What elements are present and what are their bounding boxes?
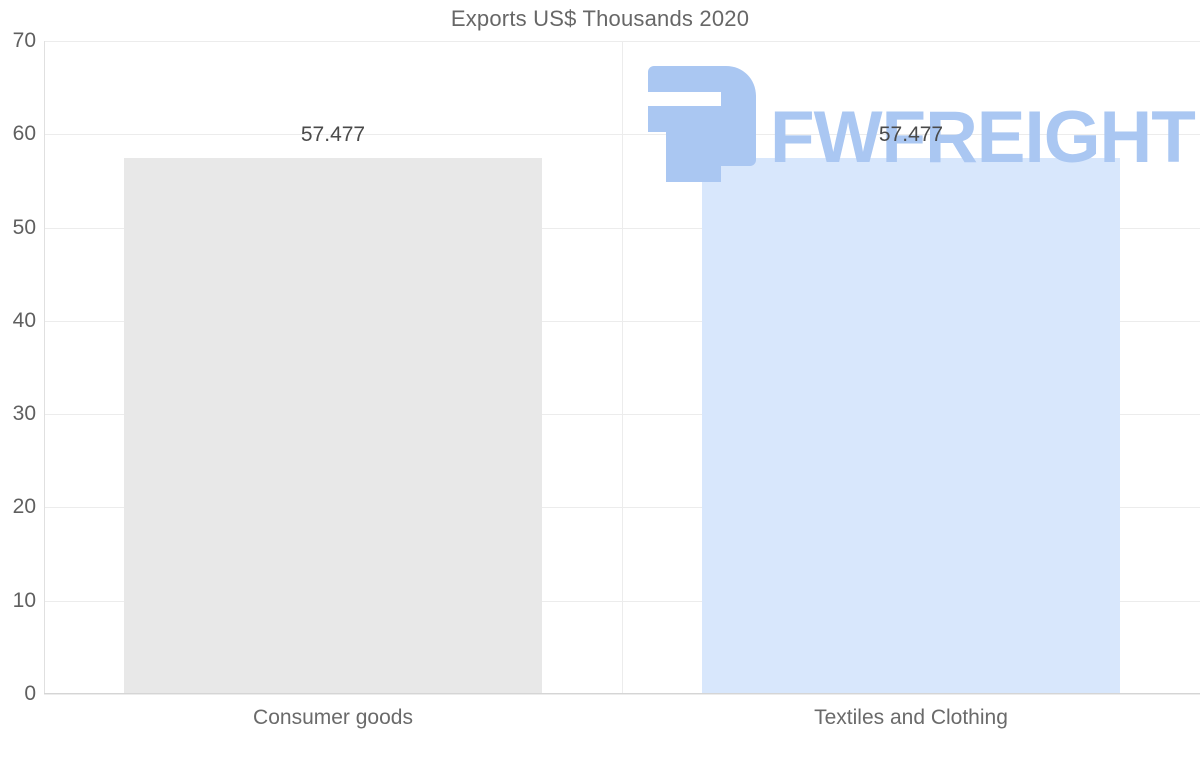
- x-axis-label-0: Consumer goods: [253, 706, 413, 729]
- y-axis-spine: [44, 41, 45, 694]
- x-axis-label-1: Textiles and Clothing: [814, 706, 1008, 729]
- y-axis-tick-70: 70: [12, 29, 36, 52]
- y-axis-tick-50: 50: [12, 215, 36, 239]
- y-axis-tick-40: 40: [12, 308, 36, 332]
- bar-value-label-0: 57.477: [300, 122, 366, 146]
- y-axis-tick-20: 20: [12, 495, 36, 519]
- chart-title: Exports US$ Thousands 2020: [450, 6, 750, 31]
- y-axis-tick-30: 30: [12, 402, 36, 426]
- bar-1[interactable]: [702, 157, 1120, 694]
- plot-area: [44, 41, 1200, 695]
- category-divider-gridline: [622, 41, 623, 694]
- bar-0[interactable]: [124, 157, 542, 694]
- y-axis-tick-10: 10: [12, 588, 36, 612]
- bar-value-label-1: 57.477: [878, 122, 944, 146]
- gridline-0: [44, 694, 1200, 695]
- x-axis-baseline: [44, 693, 1200, 694]
- y-axis-tick-60: 60: [12, 122, 36, 146]
- y-axis-tick-0: 0: [24, 682, 36, 705]
